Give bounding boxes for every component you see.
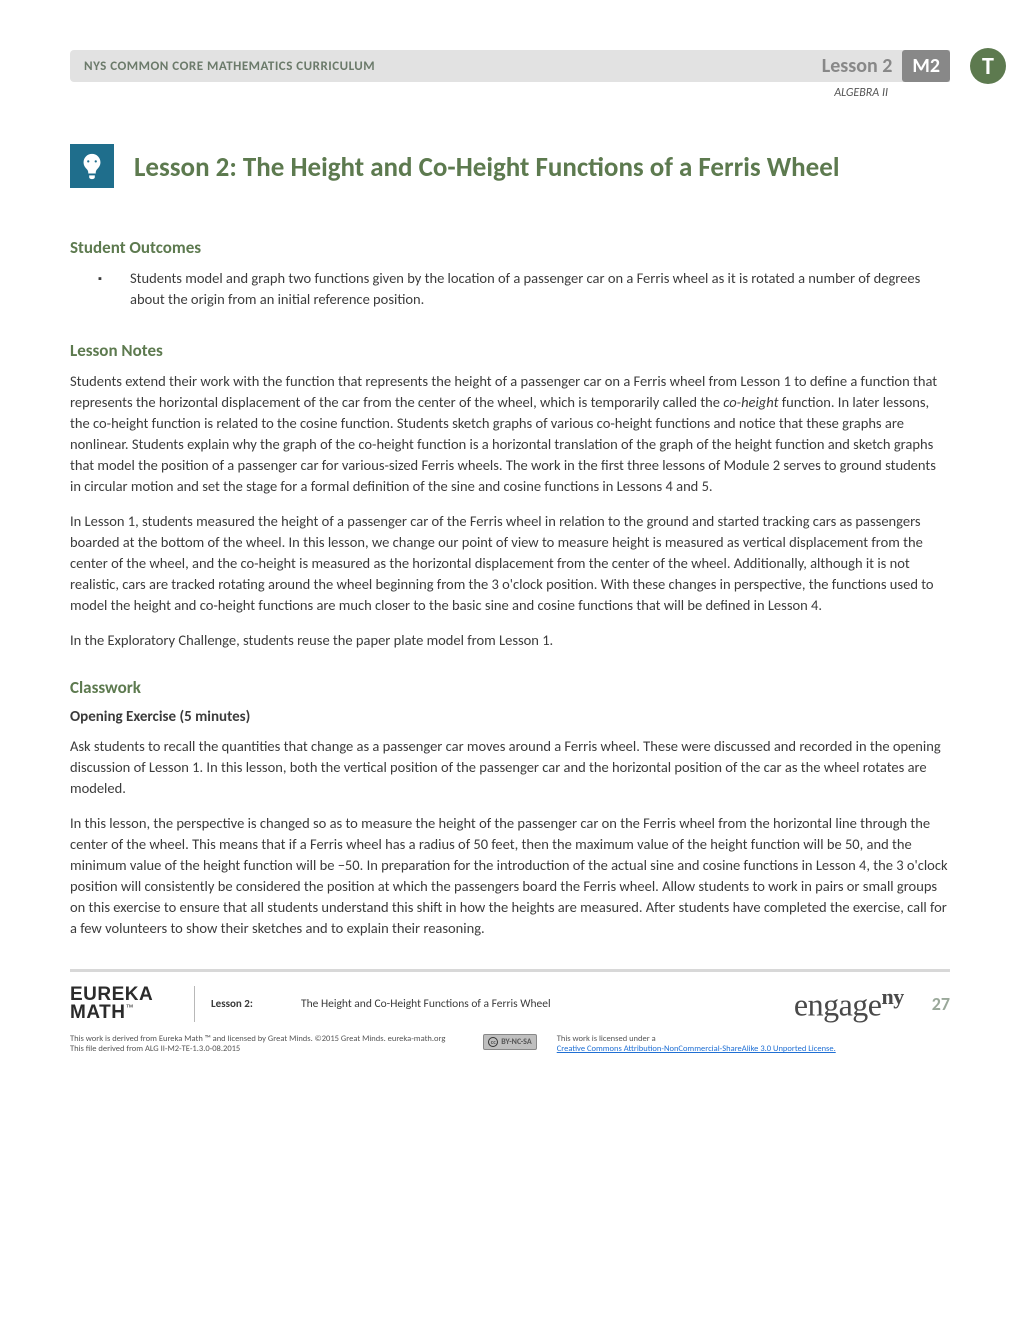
license-right-line1: This work is licensed under a [557, 1034, 656, 1044]
engageny-logo: engageny [794, 984, 904, 1024]
footer-divider [194, 986, 195, 1022]
classwork-heading: Classwork [70, 677, 950, 698]
notes-paragraph-3: In the Exploratory Challenge, students r… [70, 630, 950, 651]
cc-badge-wrapper: cc BY-NC-SA [483, 1034, 536, 1050]
license-right: This work is licensed under a Creative C… [557, 1034, 950, 1055]
header-lesson-label: Lesson 2 [822, 54, 903, 78]
teacher-badge: T [970, 48, 1006, 84]
eureka-line2: MATH [70, 1002, 125, 1023]
module-badge: M2 [902, 50, 950, 82]
eureka-math-logo: EUREKA MATH™ [70, 986, 190, 1022]
lightbulb-head-icon [70, 144, 114, 188]
license-left: This work is derived from Eureka Math ™ … [70, 1034, 463, 1055]
opening-exercise-heading: Opening Exercise (5 minutes) [70, 708, 950, 726]
license-left-line2: This file derived from ALG II-M2-TE-1.3.… [70, 1044, 240, 1054]
notes-paragraph-2: In Lesson 1, students measured the heigh… [70, 511, 950, 616]
engage-ny: ny [882, 984, 904, 1009]
engage-text: engage [794, 987, 882, 1023]
notes-p1-italic: co-height [723, 393, 778, 411]
lesson-title: Lesson 2: The Height and Co-Height Funct… [134, 140, 839, 197]
curriculum-label: NYS COMMON CORE MATHEMATICS CURRICULUM [70, 59, 822, 74]
course-label: ALGEBRA II [70, 86, 950, 100]
classwork-paragraph-1: Ask students to recall the quantities th… [70, 736, 950, 799]
license-left-line1: This work is derived from Eureka Math ™ … [70, 1034, 445, 1044]
classwork-paragraph-2: In this lesson, the perspective is chang… [70, 813, 950, 939]
notes-paragraph-1: Students extend their work with the func… [70, 371, 950, 497]
footer-lesson-title: The Height and Co-Height Functions of a … [301, 997, 794, 1011]
license-link[interactable]: Creative Commons Attribution-NonCommerci… [557, 1044, 836, 1054]
student-outcomes-heading: Student Outcomes [70, 237, 950, 258]
cc-label: BY-NC-SA [501, 1037, 531, 1047]
footer-row: EUREKA MATH™ Lesson 2: The Height and Co… [70, 984, 950, 1024]
header-bar: NYS COMMON CORE MATHEMATICS CURRICULUM L… [70, 50, 950, 82]
lesson-notes-heading: Lesson Notes [70, 340, 950, 361]
license-row: This work is derived from Eureka Math ™ … [70, 1034, 950, 1055]
footer-rule [70, 969, 950, 972]
cc-badge: cc BY-NC-SA [483, 1034, 536, 1050]
outcomes-list: Students model and graph two functions g… [70, 268, 950, 310]
footer-lesson-label: Lesson 2: [211, 997, 301, 1010]
outcomes-bullet: Students model and graph two functions g… [130, 268, 950, 310]
cc-icon: cc [488, 1037, 498, 1047]
lesson-title-row: Lesson 2: The Height and Co-Height Funct… [70, 140, 950, 197]
page-number: 27 [932, 993, 950, 1015]
